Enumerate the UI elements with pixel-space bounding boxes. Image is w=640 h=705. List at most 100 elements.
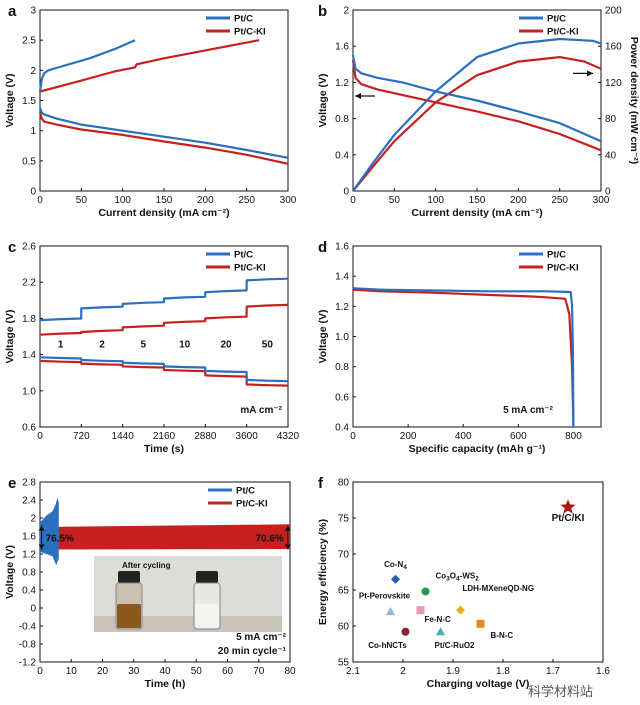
series-line-Pt/C-KI-left (351, 59, 602, 152)
series-line-Pt/C-KI (352, 288, 575, 428)
legend-label: Pt/C-KI (236, 499, 268, 510)
series-band-Pt/C-KI (40, 524, 290, 550)
current-annotation: 5 mA cm⁻² (236, 632, 287, 643)
y-tick-label: 0.6 (22, 423, 36, 434)
x-tick-label: 30 (128, 666, 140, 677)
x-tick-label: 60 (222, 666, 234, 677)
efficiency-label-start: 76.5% (46, 534, 74, 545)
efficiency-arrowhead (284, 525, 291, 531)
y-tick-label: 2.8 (22, 478, 36, 489)
x-tick-label: 80 (284, 666, 296, 677)
point-B-N-C (476, 619, 485, 628)
panel-letter: d (318, 239, 327, 256)
y-axis-label: Voltage (V) (4, 309, 16, 363)
y-axis-label: Voltage (V) (317, 309, 329, 363)
x-axis-label: Time (h) (145, 678, 186, 690)
x-tick-label: 4320 (277, 431, 300, 442)
x-tick-label: 0 (37, 195, 43, 206)
x-tick-label: 2160 (153, 431, 176, 442)
y-tick-label: 0.8 (335, 114, 349, 125)
x-tick-label: 1440 (112, 431, 135, 442)
x-tick-label: 200 (197, 195, 214, 206)
x-tick-label: 1.9 (446, 666, 460, 677)
panel-letter: c (8, 239, 16, 256)
efficiency-label-end: 70.6% (255, 534, 283, 545)
x-tick-label: 2880 (194, 431, 217, 442)
x-tick-label: 0 (350, 431, 356, 442)
x-tick-label: 100 (114, 195, 131, 206)
x-tick-label: 0 (37, 431, 43, 442)
point-LDH-MXeneQD-NG (456, 605, 465, 615)
y-tick-label: 1.0 (22, 386, 36, 397)
y-tick-label: 1.8 (22, 314, 36, 325)
y-tick-label: -0.4 (19, 622, 37, 633)
y-tick-label: 70 (338, 550, 350, 561)
panel-c: c 0 720 1440 2160 2880 3600 4320 0.6 1.0 1.4 1.8 2.2… (4, 239, 300, 455)
legend-label: Pt/C-KI (547, 263, 579, 274)
point-Co3O4-WS2 (421, 587, 430, 596)
x-axis-label: Current density (mA cm⁻²) (98, 207, 229, 219)
x-tick-label: 1.7 (546, 666, 560, 677)
point-Pt-Perovskite (386, 607, 395, 616)
right-axis-arrowhead (587, 70, 593, 77)
text-part: -WS (460, 571, 476, 580)
y-tick-label: 0.4 (335, 423, 349, 434)
y-tick-label: 2 (30, 514, 36, 525)
y2-tick-label: 40 (605, 150, 617, 161)
y-tick-label: 65 (338, 586, 350, 597)
y-tick-label: 1.4 (22, 350, 36, 361)
x-axis-label: Current density (mA cm⁻²) (411, 207, 542, 219)
current-step-label: 1 (58, 339, 64, 350)
x-tick-label: 50 (389, 195, 401, 206)
y-tick-label: 2.4 (22, 496, 36, 507)
y-tick-label: 1.2 (335, 302, 349, 313)
legend-label: Pt/C (547, 14, 566, 25)
point-label-LDH-MXeneQD-NG: LDH-MXeneQD-NG (463, 584, 535, 593)
y-tick-label: 0.5 (22, 156, 36, 167)
text-part: O (450, 571, 456, 580)
point-label-Co3O4-WS2: Co3O4-WS2 (436, 571, 480, 582)
point-label-Pt/C-RuO2: Pt/C-RuO2 (435, 641, 476, 650)
panel-letter: f (318, 475, 324, 492)
y-tick-label: 0.6 (335, 392, 349, 403)
panel-letter: b (318, 3, 327, 20)
y-tick-label: 2 (343, 6, 349, 17)
y2-tick-label: 160 (605, 42, 622, 53)
x-tick-label: 300 (593, 195, 610, 206)
x-tick-label: 2.1 (346, 666, 360, 677)
y-tick-label: 0.4 (335, 150, 349, 161)
current-step-label: 50 (262, 339, 274, 350)
y-tick-label: 3 (30, 6, 36, 17)
y-tick-label: 2 (30, 66, 36, 77)
x-tick-label: 1.8 (496, 666, 510, 677)
x-tick-label: 200 (400, 431, 417, 442)
subscript: 4 (403, 564, 407, 571)
series-line-Pt/C-right (352, 37, 602, 192)
y-tick-label: 1.5 (22, 96, 36, 107)
vial-cap (196, 571, 218, 583)
y-tick-label: 80 (338, 478, 350, 489)
x-tick-label: 40 (159, 666, 171, 677)
series-line-Pt/C-charge (39, 277, 288, 322)
y-axis-label: Voltage (V) (4, 545, 16, 599)
point-label-Fe-N-C: Fe-N-C (425, 615, 451, 624)
series-line-Pt/C-KI-discharge (38, 112, 289, 165)
legend-label: Pt/C (547, 250, 566, 261)
y-tick-label: 2.2 (22, 278, 36, 289)
series-line-Pt/C-discharge (39, 356, 288, 383)
current-annotation: 5 mA cm⁻² (503, 405, 554, 416)
y-tick-label: 1.0 (335, 332, 349, 343)
x-tick-label: 150 (469, 195, 486, 206)
x-tick-label: 1.6 (596, 666, 610, 677)
point-Co-hNCTs (401, 627, 410, 636)
point-label-Pt-Perovskite: Pt-Perovskite (359, 592, 411, 601)
y-tick-label: 1.2 (22, 550, 36, 561)
point-label-B-N-C: B-N-C (491, 631, 514, 640)
y-tick-label: 0.4 (22, 586, 36, 597)
panel-a: a 0 50 100 150 200 250 300 0 0.5 1 1.5 2 2.5 3 Current … (4, 3, 297, 219)
x-tick-label: 200 (510, 195, 527, 206)
y-tick-label: 1.6 (22, 532, 36, 543)
y-tick-label: 75 (338, 514, 350, 525)
current-step-label: 2 (99, 339, 105, 350)
